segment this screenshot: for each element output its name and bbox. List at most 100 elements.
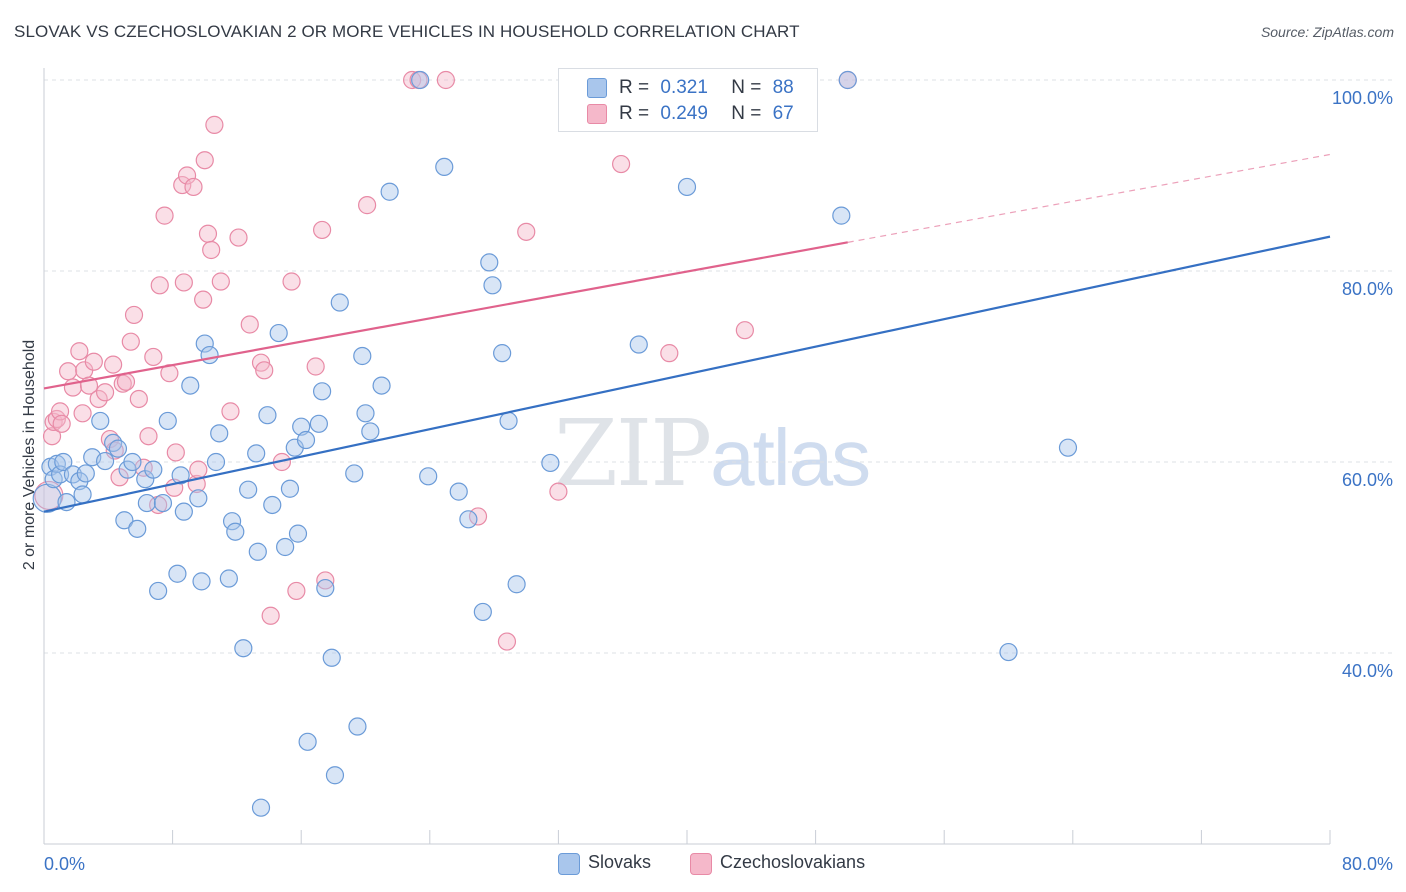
slovak-point [473, 602, 492, 622]
czech-point [155, 206, 174, 225]
slovak-point [499, 411, 518, 431]
tick-labels: 40.0% 60.0% 80.0% 100.0% 0.0% 80.0% [44, 88, 1393, 874]
slovak-point [222, 512, 242, 531]
watermark-zip: ZIP [554, 400, 712, 507]
slovak-point [263, 495, 282, 515]
slovak-point [226, 522, 245, 541]
slovak-points [32, 70, 1078, 817]
chart-title: SLOVAK VS CZECHOSLOVAKIAN 2 OR MORE VEHI… [14, 22, 800, 41]
slovak-point [312, 382, 332, 401]
czech-point [255, 361, 274, 380]
slovak-point [144, 460, 163, 479]
slovak-point [269, 323, 288, 343]
slovak-point [158, 411, 177, 431]
czech-point [312, 220, 332, 240]
slovak-point [210, 424, 229, 443]
czech-point [211, 272, 230, 291]
legend-r-label: R = [619, 103, 650, 124]
czech-point [189, 460, 208, 479]
czech-point [611, 154, 631, 174]
slovak-point [449, 482, 468, 501]
slovak-point [171, 466, 190, 485]
y-tick-label: 40.0% [1342, 661, 1393, 681]
czech-point [202, 240, 221, 260]
slovak-point [330, 293, 349, 312]
czech-point [660, 344, 679, 363]
czech-point [42, 427, 62, 446]
slovak-point [248, 542, 267, 561]
slovak-point [200, 345, 219, 365]
slovak-point [189, 489, 208, 508]
slovak-point [380, 182, 399, 201]
czech-point [139, 427, 158, 446]
czech-point [59, 362, 78, 381]
czech-point [517, 222, 536, 241]
czech-point [174, 273, 193, 292]
czech-point [116, 372, 136, 391]
watermark-atlas: atlas [710, 413, 871, 502]
slovak-point [123, 452, 142, 472]
czech-point [195, 151, 214, 170]
czech-point [735, 321, 754, 340]
slovak-point [280, 479, 300, 498]
czech-point [316, 571, 335, 590]
slovak-point [219, 569, 238, 588]
slovak-point [292, 417, 311, 436]
slovak-point [206, 452, 226, 472]
czech-point [184, 177, 203, 197]
y-tick-label: 60.0% [1342, 470, 1393, 490]
slovak-point [677, 177, 697, 197]
correlation-legend: R = 0.321 N = 88 R = 0.249 N = 67 [558, 68, 818, 132]
y-axis-title: 2 or more Vehicles in Household [21, 339, 38, 571]
legend-n-value-czech: 67 [772, 103, 794, 124]
slovak-point [195, 334, 214, 353]
slovak-point [181, 376, 200, 395]
czech-point [104, 355, 123, 374]
slovak-point [353, 346, 372, 366]
slovak-point [137, 493, 156, 513]
axes [43, 68, 1331, 845]
watermark: ZIPatlas [554, 400, 871, 507]
czech-point [177, 166, 197, 185]
czech-point [70, 342, 89, 361]
czech-point [73, 404, 92, 423]
legend-label-czech: Czechoslovakians [720, 852, 866, 872]
slovak-point [411, 70, 430, 90]
czech-point [166, 443, 185, 462]
y-tick-label: 80.0% [1342, 279, 1393, 299]
slovak-point [174, 502, 193, 521]
slovak-point [258, 406, 277, 425]
slovak-point [104, 433, 123, 452]
czech-point [129, 389, 148, 409]
czech-point [358, 196, 377, 215]
czech-point [549, 482, 568, 501]
slovak-point [435, 157, 454, 177]
slovak-point [63, 465, 83, 484]
slovak-point [91, 411, 110, 431]
x-tick-label: 0.0% [44, 854, 85, 874]
legend-swatch-slovaks [587, 78, 607, 98]
slovak-point [541, 453, 560, 473]
czech-point [150, 276, 169, 295]
czech-point [436, 70, 455, 90]
slovak-point [247, 444, 266, 463]
czech-points [34, 70, 857, 651]
x-tick-label: 80.0% [1342, 854, 1393, 874]
slovak-point [296, 430, 316, 450]
czech-point [121, 332, 140, 351]
czech-point [84, 352, 103, 371]
czech-point [282, 272, 301, 291]
czech-point [261, 606, 280, 625]
trend-lines [43, 153, 1331, 513]
czech-point [95, 383, 115, 402]
czech-trend-line [43, 241, 848, 390]
slovak-point [348, 717, 367, 736]
slovak-point [234, 639, 253, 658]
slovak-point [108, 439, 128, 458]
czech-point [89, 389, 108, 409]
slovak-point [356, 404, 375, 423]
slovak-point [153, 493, 173, 513]
slovak-point [251, 798, 271, 817]
slovak-point [493, 344, 512, 363]
